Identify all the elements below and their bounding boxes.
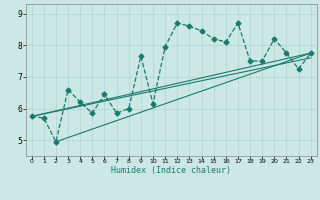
X-axis label: Humidex (Indice chaleur): Humidex (Indice chaleur) (111, 166, 231, 175)
